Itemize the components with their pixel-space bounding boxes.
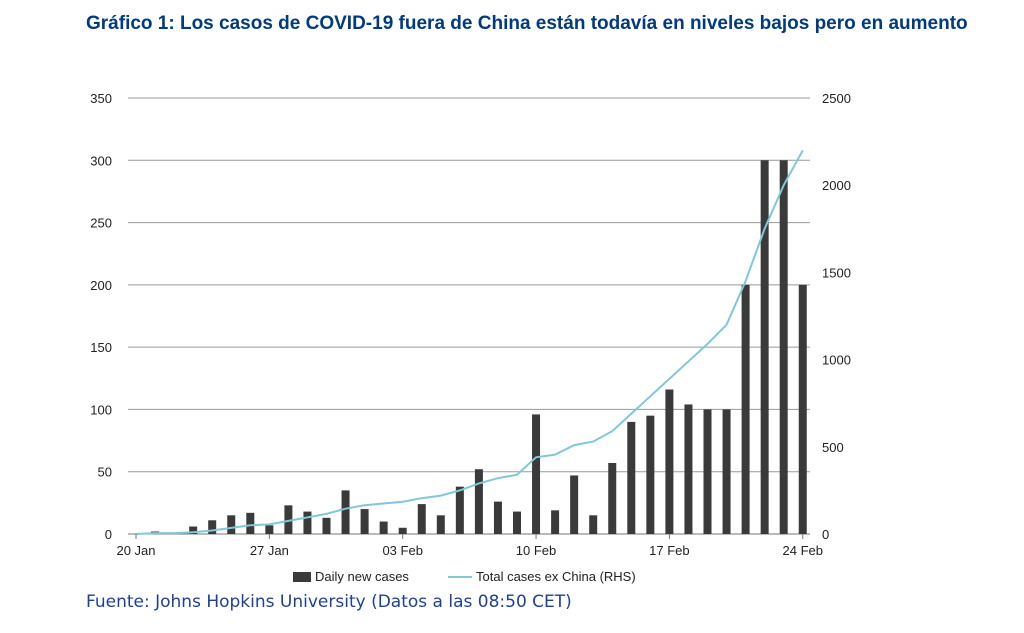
bar bbox=[532, 414, 541, 534]
bar bbox=[493, 501, 502, 534]
y-right-tick-label: 2000 bbox=[822, 178, 851, 193]
x-tick-label: 24 Feb bbox=[783, 543, 823, 558]
y-left-tick-label: 0 bbox=[105, 527, 112, 542]
y-right-tick-label: 1500 bbox=[822, 265, 851, 280]
chart-title: Gráfico 1: Los casos de COVID-19 fuera d… bbox=[86, 13, 968, 34]
bar bbox=[551, 510, 560, 534]
y-left-tick-label: 50 bbox=[98, 465, 112, 480]
y-right-tick-label: 2500 bbox=[822, 91, 851, 106]
y-axis-left: 0 50 100 150 200 250 300 350 bbox=[90, 91, 112, 542]
line-series bbox=[135, 149, 804, 535]
bar bbox=[646, 415, 655, 534]
bar bbox=[741, 284, 750, 534]
bar bbox=[474, 469, 483, 534]
bar bbox=[227, 515, 236, 534]
y-right-tick-label: 500 bbox=[822, 440, 844, 455]
bar bbox=[322, 517, 331, 534]
bar bbox=[398, 527, 407, 534]
x-axis: 20 Jan 27 Jan 03 Feb 10 Feb 17 Feb 24 Feb bbox=[116, 534, 823, 558]
x-tick-label: 10 Feb bbox=[516, 543, 556, 558]
y-left-tick-label: 100 bbox=[90, 402, 112, 417]
y-right-tick-label: 0 bbox=[822, 527, 829, 542]
bar bbox=[379, 521, 388, 534]
bar bbox=[627, 421, 636, 534]
bar bbox=[608, 462, 617, 534]
x-tick-label: 27 Jan bbox=[250, 543, 289, 558]
y-axis-right: 0 500 1000 1500 2000 2500 bbox=[822, 91, 851, 542]
bar bbox=[665, 389, 674, 534]
legend-label-total: Total cases ex China (RHS) bbox=[476, 569, 636, 584]
bar bbox=[208, 520, 217, 534]
y-right-tick-label: 1000 bbox=[822, 353, 851, 368]
x-tick-label: 20 Jan bbox=[116, 543, 155, 558]
source-note: Fuente: Johns Hopkins University (Datos … bbox=[86, 592, 572, 612]
bar bbox=[589, 515, 598, 534]
bar bbox=[284, 505, 293, 534]
y-left-tick-label: 250 bbox=[90, 216, 112, 231]
chart: 0 50 100 150 200 250 300 350 0 500 1000 1500 2000 25… bbox=[90, 91, 851, 584]
y-left-tick-label: 300 bbox=[90, 153, 112, 168]
bar-series bbox=[151, 160, 807, 535]
bar bbox=[798, 284, 807, 534]
y-left-tick-label: 350 bbox=[90, 91, 112, 106]
x-tick-label: 03 Feb bbox=[382, 543, 422, 558]
bar bbox=[684, 404, 693, 534]
bar bbox=[703, 409, 712, 534]
bar bbox=[417, 504, 426, 534]
bar bbox=[265, 525, 274, 534]
bar bbox=[455, 486, 464, 534]
y-left-tick-label: 200 bbox=[90, 278, 112, 293]
bar bbox=[360, 509, 369, 534]
y-left-tick-label: 150 bbox=[90, 340, 112, 355]
bar bbox=[570, 475, 579, 534]
legend: Daily new cases Total cases ex China (RH… bbox=[293, 569, 636, 584]
bar bbox=[513, 511, 521, 534]
bar bbox=[436, 515, 445, 534]
bar bbox=[303, 511, 312, 534]
gridlines bbox=[128, 97, 810, 535]
line-total-cases bbox=[135, 149, 804, 535]
bar bbox=[341, 490, 350, 534]
legend-swatch-daily bbox=[293, 572, 311, 582]
legend-label-daily: Daily new cases bbox=[315, 569, 409, 584]
bar bbox=[246, 512, 255, 534]
bar bbox=[722, 409, 731, 534]
x-tick-label: 17 Feb bbox=[649, 543, 689, 558]
bar bbox=[760, 160, 769, 535]
bar bbox=[779, 160, 788, 535]
bar bbox=[189, 526, 198, 534]
